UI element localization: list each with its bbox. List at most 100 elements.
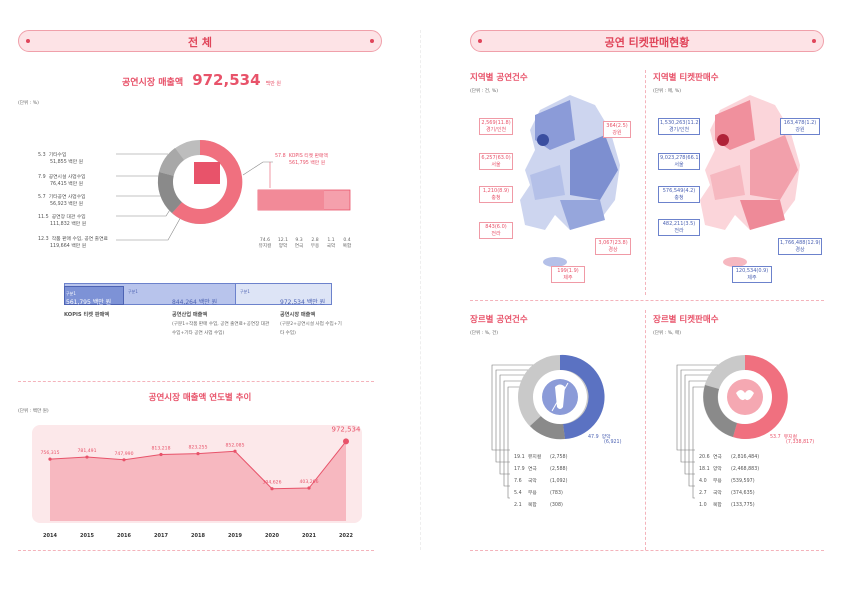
left-unit-note: (단위 : %) [18,101,39,106]
market-donut-chart [116,139,351,241]
legend-amount: 111,832 백만 원 [50,222,87,227]
region-ticket-box: 1,766,488(12.9) 경상 [778,238,822,255]
region-ticket-box: 1,530,263(11.2) 경기/인천 [658,118,701,135]
trend-point [48,457,52,461]
page-fold [420,30,421,550]
region-count-unit: (단위 : 건, %) [470,89,499,94]
trend-x-tick: 2021 [302,533,316,539]
trend-value-label: 852,085 [226,442,245,448]
genre-count-main-pct: 47.9 [588,435,599,440]
region-count-box: 364(2.5) 강원 [603,121,631,138]
legend-name: 작품 판매 수입, 공연 출연료 [51,237,108,242]
stack-value-2: 844,264 백만 원 [172,299,218,306]
legend-pct: 11.5 [38,215,49,220]
pill-dot-left [26,39,30,43]
left-separator [18,381,374,382]
stack-bar-1 [64,286,124,305]
pill-dot-right [812,39,816,43]
left-header-title: 전 체 [187,36,213,49]
genre-ticket-unit: (단위 : %, 매) [653,331,682,336]
legend-name: 기타수입 [48,153,67,158]
genre-bar-label: 12.1 양악 [277,238,289,249]
genre-count-main-value: (6,921) [604,440,622,445]
genre-count-row: 19.1 뮤지컬 (2,758) [514,455,568,460]
genre-count-main-name: 양악 [601,435,611,440]
region-count-box: 1,210(8.9) 충청 [479,186,513,203]
trend-value-label: 756,315 [41,450,60,456]
right-row-separator [470,300,824,301]
region-count-box: 843(6.0) 전라 [479,222,513,239]
trend-point [85,455,89,459]
stack-desc-3: (구분2+공연시설 사업 수입+기타 수입) [280,322,342,336]
genre-count-row: 5.4 무용 (783) [514,491,563,496]
genre-bar-label: 1.1 국악 [326,238,336,249]
stack-caption-2: 공연산업 매출액 [172,312,208,318]
stack-tag-2: 구분1 [128,289,138,294]
region-count-map [520,95,620,267]
donut-kopis-slice [172,139,243,224]
legend-item: 12.3 작품 판매 수입, 공연 출연료 119,664 백만 원 [38,235,108,249]
trend-point [343,438,349,445]
trend-x-tick: 2017 [154,533,168,539]
trend-unit: (단위 : 백만 원) [18,409,49,414]
trend-point [270,487,274,491]
genre-ticket-main: 53.7 뮤지컬 (7,338,817) [770,433,814,445]
trend-point [196,452,200,456]
region-ticket-box: 576,549(4.2) 충청 [658,186,700,203]
genre-ticket-donut [676,354,788,499]
region-count-box: 6,257(63.0) 서울 [479,153,513,170]
trend-value-label: 781,491 [78,448,97,454]
stack-caption-3: 공연시장 매출액 [280,312,316,318]
trend-point [233,449,237,453]
donut-inner-block [194,162,220,184]
trend-x-tick: 2019 [228,533,242,539]
kopis-pct: 57.8 [275,154,286,159]
total-sales: 공연시장 매출액 972,534 백만 원 [122,70,281,89]
stack-value-3: 972,534 백만 원 [280,299,326,306]
right-header-title: 공연 티켓판매현황 [604,36,690,49]
genre-ticket-main-pct: 53.7 [770,435,781,440]
genre-ticket-row: 1.0 복합 (133,775) [699,503,755,508]
stack-value-1: 561,795 백만 원 [66,299,112,306]
genre-count-row: 17.9 연극 (2,588) [514,467,568,472]
genre-ticket-row: 4.0 무용 (539,597) [699,479,755,484]
trend-value-label: 813,218 [152,445,171,451]
genre-ticket-main-value: (7,338,817) [786,440,815,445]
legend-name: 공연시설 사업수입 [48,175,86,180]
region-ticket-box: 163,478(1.2) 강원 [780,118,820,135]
legend-pct: 12.3 [38,237,49,242]
right-lower-separator [645,310,646,550]
genre-bar-label: 0.4 복합 [342,238,352,249]
genre-bar-label: 2.8 무용 [310,238,320,249]
region-count-box: 2,569(11.8) 경기/인천 [479,118,513,135]
region-ticket-unit: (단위 : 매, %) [653,89,682,94]
legend-name: 공연장 대관 수입 [51,215,86,220]
genre-count-donut [491,354,605,499]
region-ticket-box: 120,534(0.9) 제주 [732,266,772,283]
right-mid-separator [645,70,646,295]
left-header-pill: 전 체 [18,30,382,52]
trend-x-tick: 2014 [43,533,57,539]
region-count-box: 3,067(23.8) 경상 [595,238,631,255]
total-sales-label: 공연시장 매출액 [122,78,184,88]
stack-caption-1: KOPIS 티켓 판매액 [64,312,110,318]
total-sales-value: 972,534 [192,71,261,89]
legend-amount: 56,923 백만 원 [50,202,84,207]
legend-name: 기타공연 사업수입 [48,195,86,200]
region-ticket-box: 482,211(3.5) 전라 [658,219,700,236]
trend-value-label: 394,626 [263,480,282,486]
kopis-label: 57.8 KOPIS 티켓 판매액 561,795 백만 원 [275,152,328,166]
region-ticket-map [700,95,800,267]
genre-count-title: 장르별 공연건수 [470,315,528,325]
stack-tag-1: 구분1 [66,291,76,296]
genre-bar-label: 74.6 뮤지컬 [258,238,272,249]
kopis-amount: 561,795 백만 원 [289,161,326,166]
right-header-pill: 공연 티켓판매현황 [470,30,824,52]
genre-ticket-row: 18.1 양악 (2,468,883) [699,467,760,472]
legend-amount: 76,415 백만 원 [50,182,84,187]
trend-x-tick: 2018 [191,533,205,539]
legend-pct: 5.3 [38,153,46,158]
legend-pct: 5.7 [38,195,46,200]
trend-point [307,486,311,490]
stack-desc-2: (구분1+작품 판매 수입, 공연 출연료+공연장 대관수입+기타 공연 사업 … [172,322,270,336]
